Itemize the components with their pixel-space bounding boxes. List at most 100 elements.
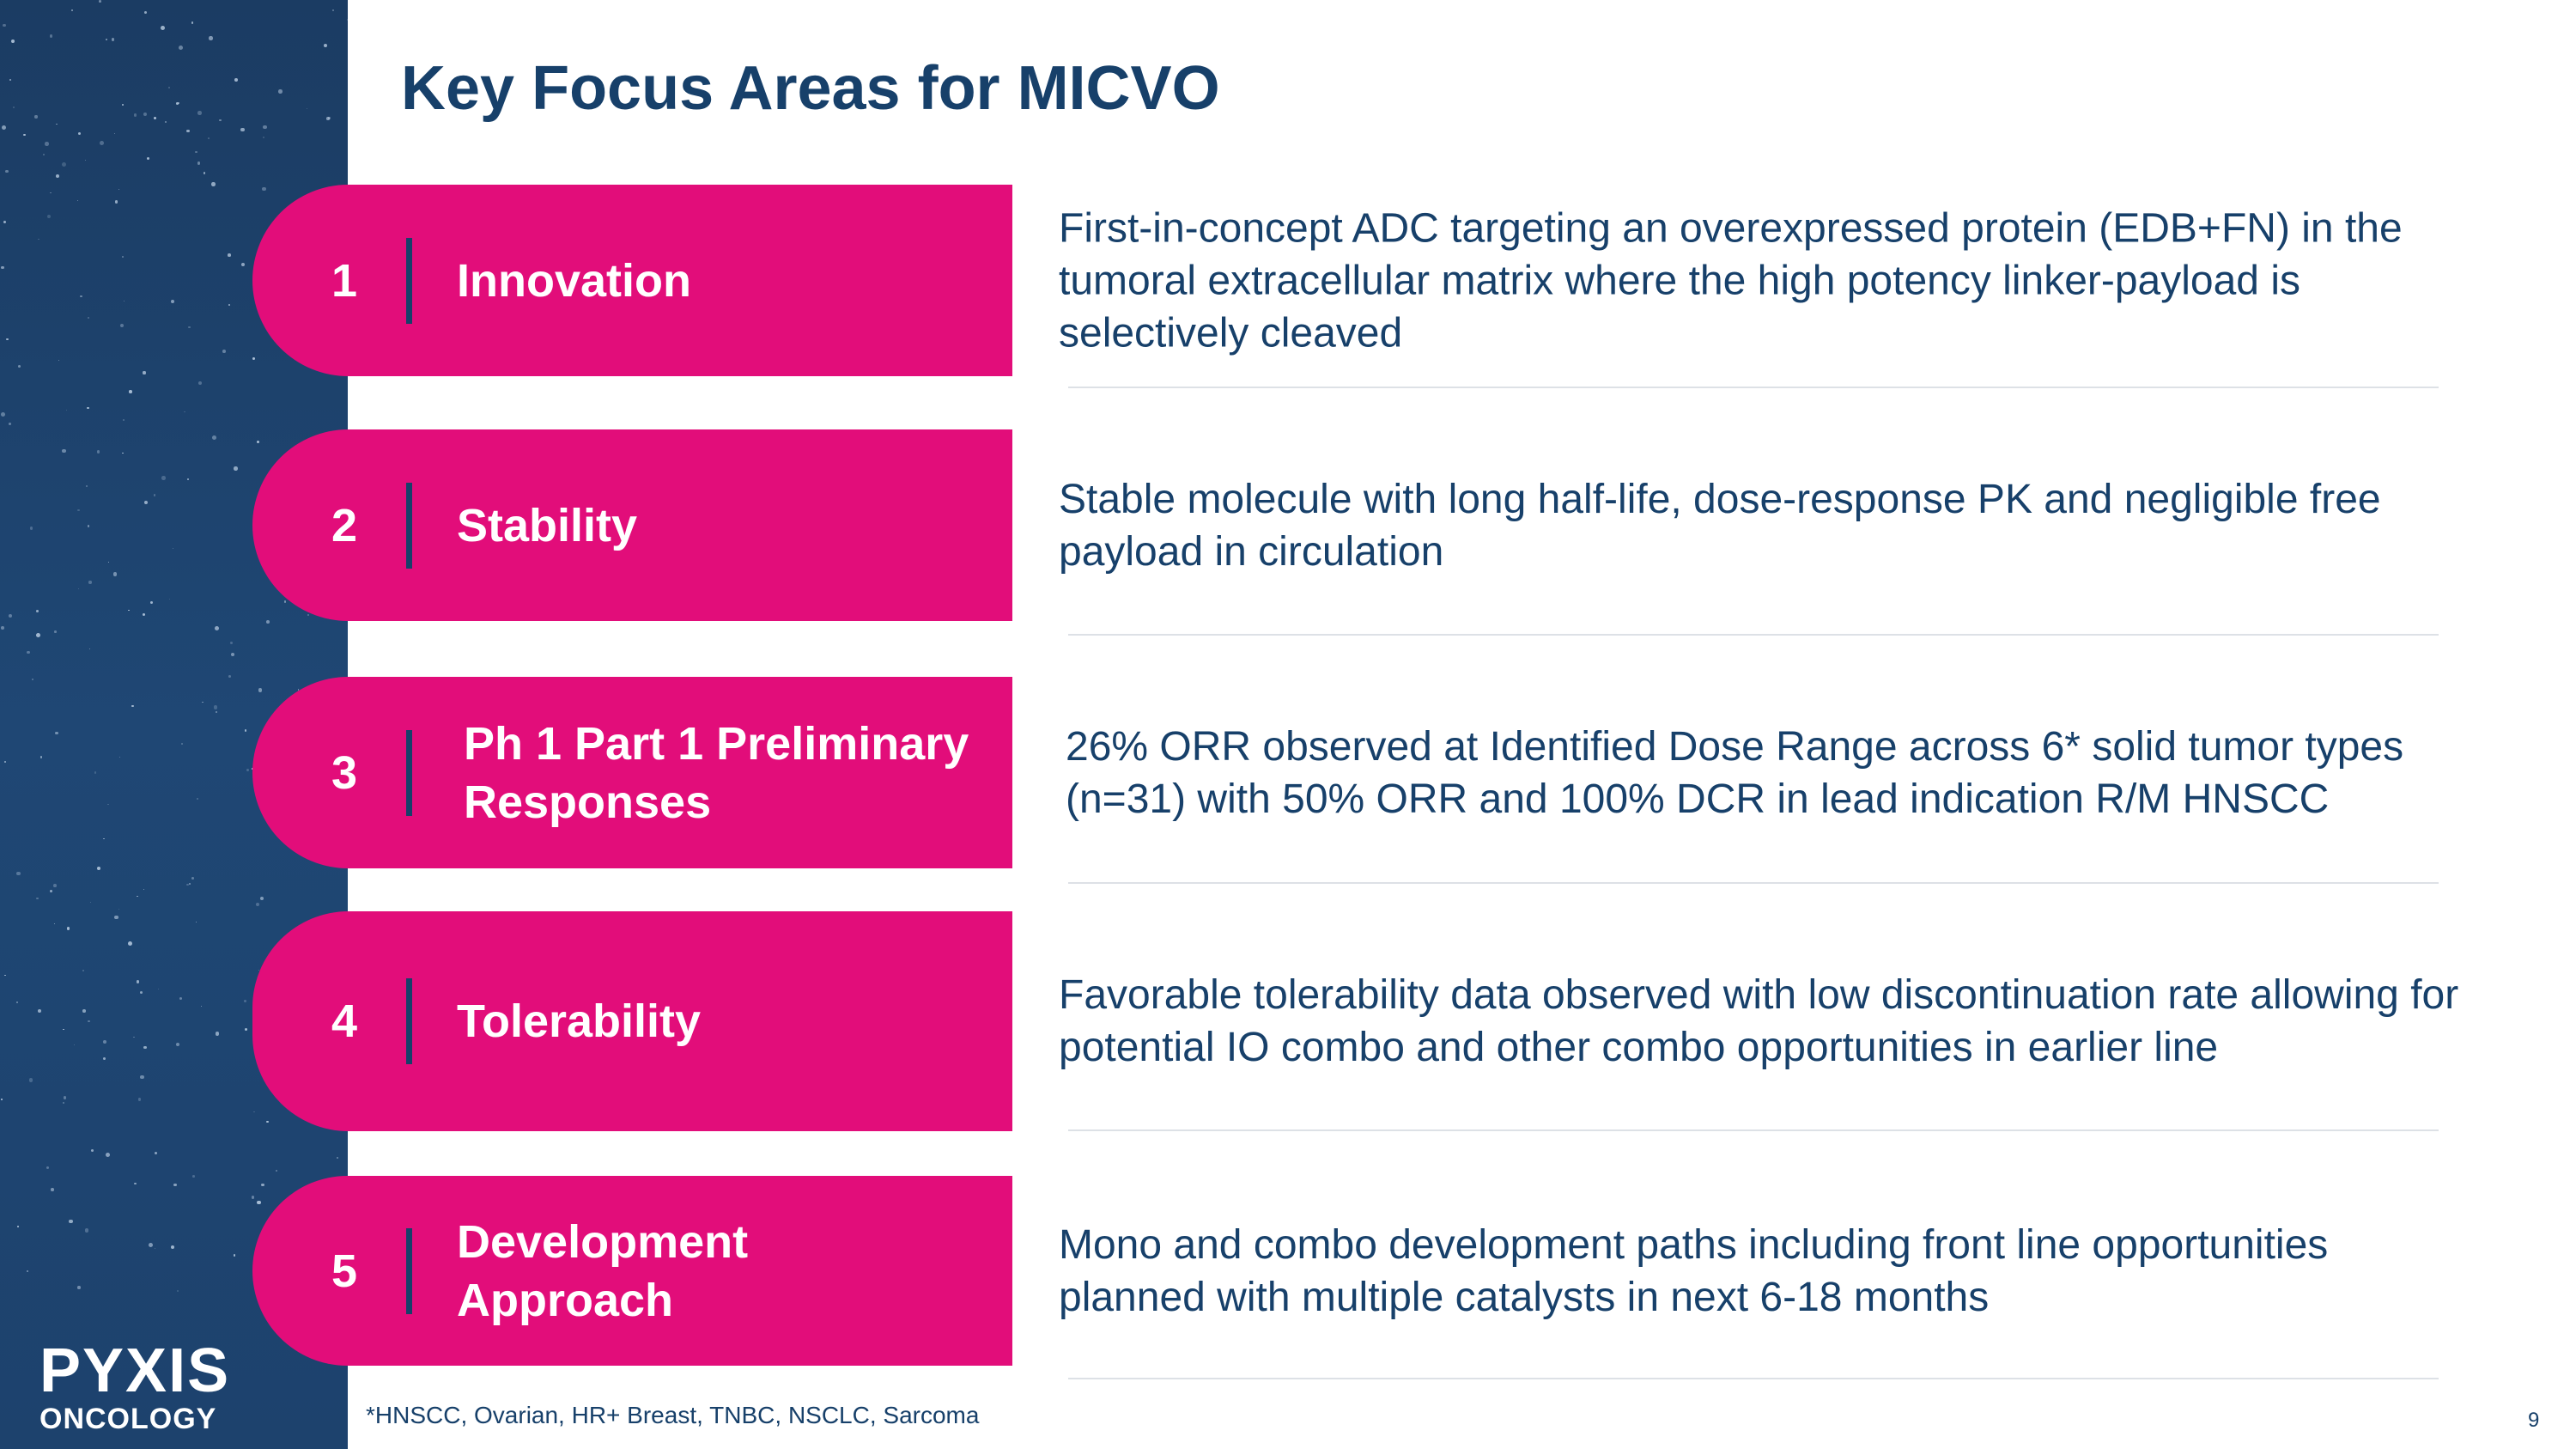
star-dot: [105, 1153, 110, 1157]
star-dot: [45, 142, 49, 146]
star-dot: [58, 359, 60, 362]
star-dot: [107, 803, 109, 805]
focus-area-label: Stability: [457, 499, 638, 551]
row-separator: [1068, 882, 2439, 884]
star-dot: [228, 675, 231, 679]
star-dot: [143, 112, 148, 117]
star-dot: [71, 9, 74, 11]
star-dot: [243, 1000, 246, 1002]
star-dot: [23, 133, 26, 137]
row-separator: [1068, 387, 2439, 388]
star-dot: [36, 632, 41, 637]
focus-area-description: First-in-concept ADC targeting an overex…: [1059, 205, 2403, 356]
star-dot: [77, 131, 81, 135]
row-separator: [1068, 634, 2439, 636]
star-dot: [153, 116, 156, 120]
star-dot: [211, 435, 216, 440]
star-dot: [139, 990, 143, 994]
star-dot: [82, 970, 84, 972]
star-dot: [36, 610, 39, 613]
star-dot: [278, 88, 283, 94]
star-dot: [47, 215, 52, 219]
focus-area-description: Favorable tolerability data observed wit…: [1059, 972, 2459, 1070]
star-dot: [209, 36, 213, 40]
star-dot: [215, 710, 218, 713]
star-dot: [51, 1188, 54, 1191]
star-dot: [153, 493, 156, 496]
star-dot: [128, 609, 130, 611]
star-dot: [85, 159, 87, 161]
star-dot: [129, 390, 132, 393]
star-dot: [171, 300, 175, 304]
star-dot: [154, 1152, 157, 1155]
star-dot: [18, 364, 21, 368]
star-dot: [107, 561, 110, 563]
star-dot: [202, 701, 204, 703]
star-dot: [119, 757, 121, 758]
star-dot: [213, 705, 218, 709]
star-dot: [179, 46, 184, 51]
star-dot: [97, 450, 100, 454]
focus-area-pill-4: [252, 911, 1012, 1131]
star-dot: [148, 1243, 153, 1247]
star-dot: [94, 771, 97, 774]
star-dot: [229, 641, 234, 645]
star-dot: [9, 79, 12, 82]
star-dot: [65, 409, 68, 411]
star-dot: [197, 797, 198, 800]
footnote: *HNSCC, Ovarian, HR+ Breast, TNBC, NSCLC…: [366, 1402, 980, 1428]
star-dot: [266, 1120, 269, 1123]
star-dot: [283, 600, 287, 603]
star-dot: [197, 381, 203, 386]
star-dot: [0, 411, 5, 417]
star-dot: [215, 1032, 220, 1036]
star-dot: [53, 883, 58, 887]
star-dot: [28, 1078, 33, 1083]
focus-area-label: Tolerability: [457, 995, 702, 1047]
star-dot: [185, 883, 189, 886]
star-dot: [204, 172, 206, 174]
divider: [406, 482, 412, 569]
star-dot: [262, 136, 264, 138]
star-dot: [29, 527, 33, 530]
star-dot: [195, 150, 198, 154]
star-dot: [121, 255, 124, 258]
star-dot: [16, 871, 21, 876]
star-dot: [265, 619, 270, 624]
star-dot: [186, 129, 190, 133]
star-dot: [127, 941, 132, 947]
focus-area-description: Stable molecule with long half-life, dos…: [1059, 476, 2381, 575]
star-dot: [63, 1028, 64, 1031]
star-dot: [37, 1009, 41, 1014]
star-dot: [140, 1075, 145, 1080]
star-dot: [252, 356, 255, 360]
star-dot: [186, 478, 190, 481]
star-dot: [262, 186, 266, 192]
star-dot: [183, 411, 185, 413]
star-dot: [240, 127, 245, 132]
row-separator: [1068, 1129, 2439, 1131]
star-dot: [261, 1183, 264, 1186]
star-dot: [50, 890, 53, 893]
star-dot: [137, 1098, 142, 1101]
star-dot: [332, 9, 335, 11]
star-dot: [66, 927, 70, 930]
focus-area-label: Innovation: [457, 254, 691, 307]
pyxis-oncology-logo: PYXIS ONCOLOGY: [39, 1340, 230, 1436]
star-dot: [192, 1175, 195, 1178]
star-dot: [336, 1156, 339, 1160]
star-dot: [87, 406, 89, 410]
logo-subtitle: ONCOLOGY: [39, 1403, 217, 1435]
star-dot: [244, 1027, 247, 1031]
star-dot: [208, 137, 210, 140]
star-dot: [133, 1036, 135, 1038]
star-dot: [307, 614, 310, 617]
star-dot: [118, 188, 119, 190]
star-dot: [189, 883, 191, 886]
star-dot: [17, 1226, 19, 1228]
star-dot: [258, 688, 263, 692]
star-dot: [234, 77, 238, 82]
focus-area-pill-3: [252, 677, 1012, 868]
star-dot: [103, 837, 105, 840]
star-dot: [4, 169, 9, 174]
